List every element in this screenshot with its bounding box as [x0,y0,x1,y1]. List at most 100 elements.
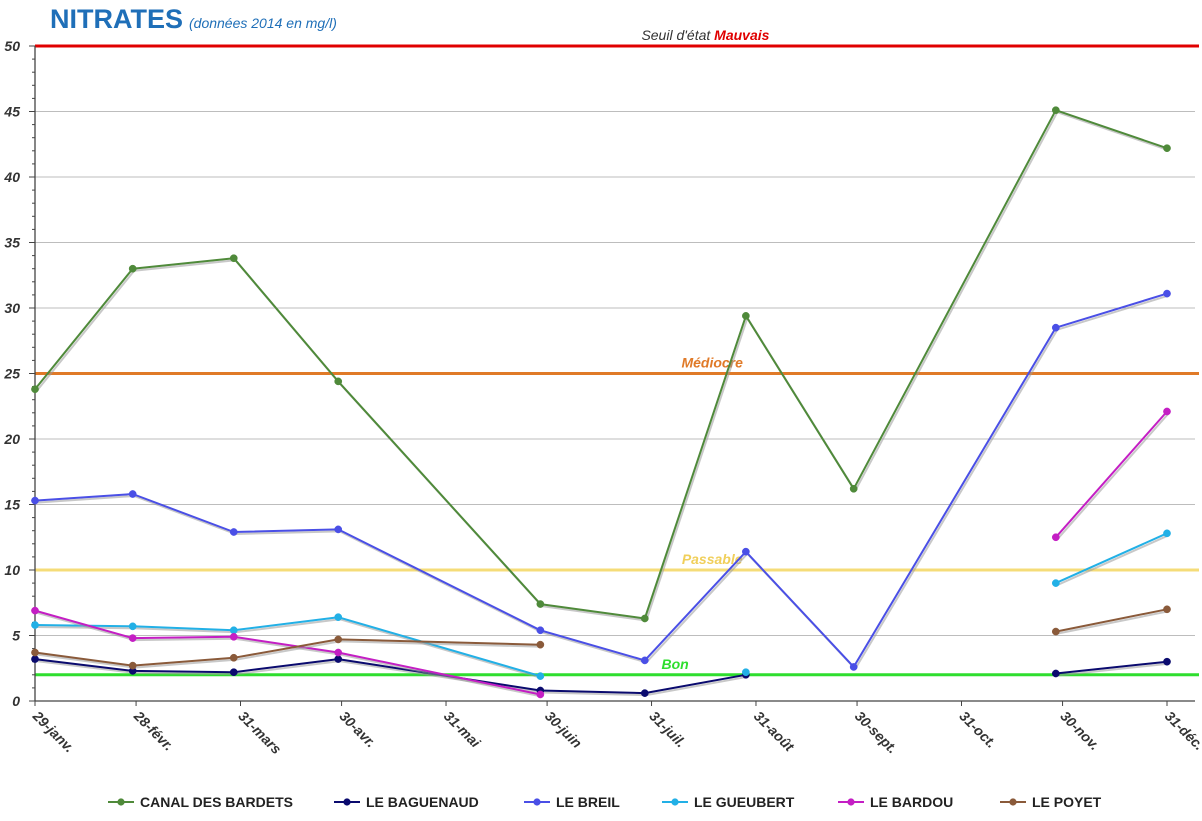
data-point [640,656,649,665]
data-point [536,640,545,649]
x-tick-label: 30-nov. [1057,708,1102,753]
y-tick-label: 50 [4,38,20,54]
data-point [742,312,750,320]
threshold-label: Médiocre [681,355,743,371]
series-line-shadow [1056,412,1170,540]
data-point [849,484,858,493]
x-tick-label: 31-mars [235,708,284,757]
data-point [1051,106,1060,115]
legend-item: LE BARDOU [838,794,953,810]
data-point [536,600,545,608]
data-point [1163,605,1171,614]
data-point [536,626,545,635]
threshold-label: Seuil d'état Mauvais [641,27,769,43]
threshold-label: Bon [662,656,689,672]
series-line [1055,660,1168,675]
x-tick-label: 31-juil. [646,708,689,751]
legend-item: LE BREIL [524,794,620,810]
data-point [31,385,39,394]
data-point [229,626,238,635]
series-line [1055,532,1168,585]
data-point [229,668,238,677]
legend-swatch-marker [671,798,679,806]
data-point [128,661,137,670]
legend-item: LE BAGUENAUD [334,794,479,810]
x-tick-label: 31-mai [441,708,484,751]
legend-item: LE POYET [1000,794,1102,810]
data-point [1163,529,1171,538]
data-point [1163,289,1171,298]
x-tick-label: 30-sept. [852,708,901,757]
data-point [1051,579,1060,587]
data-point [128,264,137,273]
x-tick-label: 31-août [751,708,798,755]
data-point [1051,669,1060,678]
data-point [334,377,343,386]
data-point [1163,144,1171,153]
legend-label: LE BARDOU [870,794,953,810]
series-line [34,109,1168,620]
data-point [31,606,39,615]
x-tick-label: 31-oct. [956,708,999,751]
data-point [31,496,39,505]
legend-item: LE GUEUBERT [662,794,795,810]
data-point [640,614,649,623]
legend-swatch-marker [117,798,125,806]
legend-label: LE GUEUBERT [694,794,795,810]
data-point [31,648,39,657]
chart-subtitle: (données 2014 en mg/l) [189,15,337,31]
series-line-shadow [1057,662,1169,677]
data-point [640,689,649,697]
legend-label: LE POYET [1032,794,1102,810]
x-tick-label: 30-avr. [336,708,379,751]
y-tick-label: 5 [12,628,20,644]
data-point [536,690,545,699]
series-group [31,655,1171,697]
data-point [334,525,343,534]
series-line [34,292,1168,668]
data-point [742,547,750,556]
data-point [128,622,137,631]
data-point [1163,657,1171,666]
data-point [334,613,343,622]
data-point [128,634,137,642]
x-tick-label: 28-févr. [130,707,177,754]
legend-swatch-marker [1009,798,1017,806]
legend-swatch-marker [343,798,351,806]
threshold-label: Passable [682,551,743,567]
data-point [536,672,545,680]
data-point [334,635,343,644]
series-group [31,605,1171,670]
x-tick-label: 30-juin [542,708,585,751]
data-point [1051,323,1060,332]
data-point [1163,407,1171,416]
data-point [229,254,238,263]
y-tick-label: 0 [12,693,20,709]
data-point [849,663,858,671]
threshold-layer: Seuil d'état Mauvais Médiocre Passable Bon [35,27,1199,677]
chart-title: NITRATES [50,4,183,34]
y-tick-label: 15 [4,497,20,513]
series-group [31,407,1171,699]
y-tick-label: 40 [3,169,20,185]
series-line-shadow [1057,610,1169,635]
chart-title-block: NITRATES (données 2014 en mg/l) [50,4,337,35]
data-point [31,621,39,629]
data-point [31,655,39,663]
series-line [1055,410,1168,538]
x-tick-label: 29-janv. [29,707,77,755]
grid-layer [35,45,1195,636]
data-point [229,653,238,662]
series-line-shadow [1056,534,1169,587]
series-layer [31,106,1171,699]
series-line [1055,608,1168,633]
legend-label: LE BAGUENAUD [366,794,479,810]
legend: CANAL DES BARDETS LE BAGUENAUD LE BREIL LE … [108,794,1102,810]
data-point [334,648,343,657]
legend-label: CANAL DES BARDETS [140,794,293,810]
series-group [31,106,1171,623]
data-point [1051,533,1060,542]
y-tick-label: 20 [3,431,20,447]
data-point [128,490,137,498]
data-point [1051,627,1060,636]
